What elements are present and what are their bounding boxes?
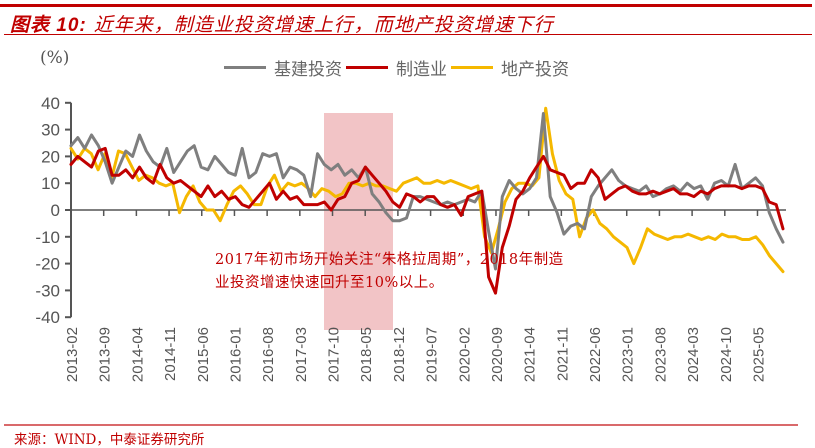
x-tick-label: 2022-06	[587, 327, 604, 382]
x-tick-label: 2013-09	[97, 327, 114, 382]
figure-number: 图表 10:	[10, 15, 87, 36]
source-note: 来源：WIND，中泰证券研究所	[14, 432, 205, 448]
legend-item-infrastructure: 基建投资	[222, 55, 342, 80]
x-tick-label: 2016-08	[260, 327, 277, 382]
source-rule	[4, 424, 397, 426]
y-tick-label: 20	[41, 147, 60, 166]
y-tick-label: -30	[35, 281, 60, 300]
chart-annotation: 2017年初市场开始关注“朱格拉周期”，2018年制造 业投资增速快速回升至10…	[215, 249, 564, 295]
y-tick-label: -10	[35, 228, 60, 247]
annotation-line-1: 2017年初市场开始关注“朱格拉周期”，2018年制造	[215, 252, 564, 268]
legend-item-manufacturing: 制造业	[344, 55, 447, 80]
x-tick-label: 2019-07	[424, 327, 441, 382]
x-tick-label: 2014-11	[162, 327, 179, 381]
x-tick-label: 2020-09	[489, 327, 506, 382]
y-tick-label: 0	[51, 201, 60, 220]
y-tick-label: 30	[41, 121, 60, 140]
legend-swatch-real-estate	[451, 66, 493, 69]
y-tick-label: -40	[35, 308, 60, 327]
series-line-2	[69, 106, 785, 274]
x-tick-label: 2018-05	[358, 327, 375, 382]
series-line-1	[69, 146, 785, 295]
x-tick-label: 2018-12	[391, 327, 408, 382]
x-axis: 2013-02 2013-09 2014-04 2014-11 2015-06 2016-…	[64, 209, 786, 382]
series-line-0	[69, 112, 785, 271]
y-tick-label: -20	[35, 255, 60, 274]
title-bottom-rule	[4, 34, 812, 35]
x-tick-label: 2023-01	[620, 327, 637, 382]
x-tick-label: 2016-01	[227, 327, 244, 382]
source-rule-right	[397, 424, 798, 426]
x-tick-label: 2021-04	[522, 327, 539, 382]
chart-legend: 基建投资 制造业 地产投资	[222, 55, 571, 80]
figure-title-text: 近年来，制造业投资增速上行，而地产投资增速下行	[93, 14, 554, 36]
x-tick-label: 2020-02	[456, 327, 473, 382]
legend-label-manufacturing: 制造业	[396, 60, 447, 80]
x-tick-label: 2024-03	[685, 327, 702, 382]
legend-item-real-estate: 地产投资	[449, 55, 569, 80]
figure-title: 图表 10: 近年来，制造业投资增速上行，而地产投资增速下行	[10, 10, 554, 37]
y-axis-unit: (%)	[40, 48, 70, 68]
x-tick-label: 2023-08	[652, 327, 669, 382]
x-tick-label: 2017-03	[293, 327, 310, 382]
x-tick-label: 2014-04	[129, 327, 146, 382]
x-tick-label: 2017-10	[326, 327, 343, 382]
highlight-region	[324, 113, 393, 330]
y-tick-label: 10	[41, 174, 60, 193]
legend-label-infrastructure: 基建投资	[274, 60, 342, 80]
series-lines	[69, 106, 785, 295]
legend-swatch-manufacturing	[346, 66, 388, 69]
x-tick-label: 2021-11	[554, 327, 571, 381]
y-tick-label: 40	[41, 94, 60, 113]
x-tick-label: 2025-05	[750, 327, 767, 382]
legend-label-real-estate: 地产投资	[501, 60, 569, 80]
y-axis: 40 30 20 10 0 -10 -20 -30 -40	[35, 94, 72, 327]
x-tick-label: 2024-10	[718, 327, 735, 382]
annotation-line-2: 业投资增速快速回升至10%以上。	[215, 275, 444, 291]
x-tick-label: 2013-02	[64, 327, 81, 382]
x-tick-label: 2015-06	[195, 327, 212, 382]
title-top-rule	[0, 4, 812, 7]
legend-swatch-infrastructure	[224, 66, 266, 69]
